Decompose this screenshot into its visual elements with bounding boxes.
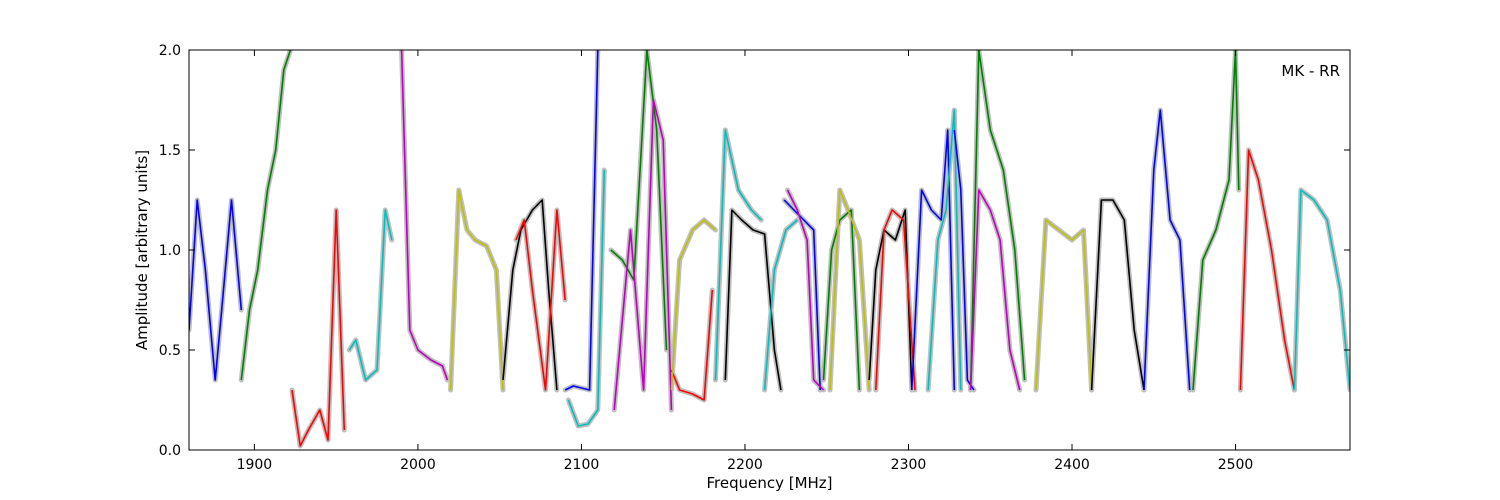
series-line-10	[567, 169, 606, 427]
series-line-16	[724, 209, 782, 391]
series-line-9	[564, 50, 599, 391]
series-line-12	[613, 99, 673, 411]
x-tick-label: 2200	[727, 457, 763, 473]
series-line-4	[348, 209, 393, 381]
y-axis-title: Amplitude [arbitrary units]	[133, 150, 151, 350]
series-line-33	[1239, 149, 1296, 391]
series-line-1	[189, 199, 243, 381]
series-line-22	[868, 209, 913, 391]
panel-annotation: MK - RR	[1281, 62, 1340, 80]
x-tick-label: 1900	[237, 457, 273, 473]
tick-layer: 1900 2000 2100 2200 2300 2400 2500 0.0 0.5 1.0 1.5…	[159, 43, 1350, 473]
series-line-31	[1143, 109, 1191, 391]
y-tick-label: 1.0	[159, 243, 181, 259]
y-tick-label: 1.5	[159, 143, 181, 159]
series-line-27	[969, 50, 1026, 391]
x-tick-label: 2300	[891, 457, 927, 473]
series-line-29	[1035, 219, 1093, 391]
series-line-2	[240, 50, 292, 381]
y-tick-label: 0.0	[159, 443, 181, 459]
series-line-8	[515, 209, 566, 391]
series-line-15	[714, 129, 762, 381]
series-line-14	[670, 219, 717, 391]
series-line-18	[783, 199, 821, 391]
series-line-32	[1192, 50, 1240, 391]
series-line-3	[291, 209, 346, 447]
series-line-5	[400, 50, 449, 381]
x-tick-label: 2100	[564, 457, 600, 473]
series-layer	[189, 50, 1350, 447]
x-tick-label: 2500	[1218, 457, 1254, 473]
series-line-34	[1293, 189, 1350, 391]
series-line-21	[829, 189, 870, 391]
series-line-7	[502, 199, 558, 391]
series-line-23	[875, 209, 916, 391]
series-line-30	[1090, 199, 1145, 391]
series-line-13	[670, 289, 714, 401]
series-line-28	[969, 189, 1021, 391]
series-line-17	[763, 219, 798, 391]
series-line-25	[927, 109, 962, 391]
series-line-19	[786, 189, 825, 391]
x-tick-label: 2400	[1054, 457, 1090, 473]
x-axis-title: Frequency [MHz]	[706, 474, 832, 492]
x-tick-label: 2000	[400, 457, 436, 473]
series-line-6	[449, 189, 504, 391]
y-tick-label: 2.0	[159, 43, 181, 59]
y-tick-label: 0.5	[159, 343, 181, 359]
series-line-20	[822, 209, 861, 391]
series-line-11	[610, 50, 668, 351]
